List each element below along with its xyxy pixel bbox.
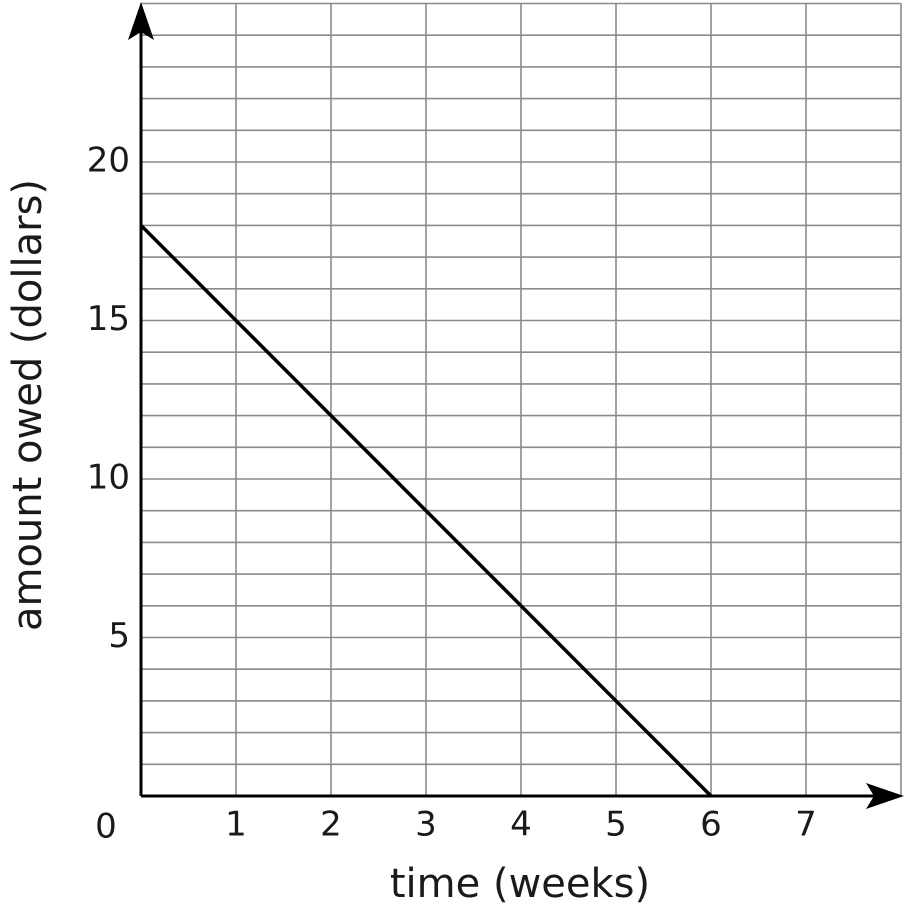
y-tick-label: 5 (108, 616, 130, 656)
grid (141, 2, 902, 796)
y-axis-arrow (128, 2, 154, 40)
y-tick-label: 20 (87, 141, 130, 181)
x-tick-label: 5 (605, 805, 627, 845)
x-tick-label: 2 (320, 805, 342, 845)
x-tick-label: 7 (795, 805, 817, 845)
line (139, 224, 713, 798)
y-tick-label: 15 (87, 299, 130, 339)
y-tick-label: 10 (87, 458, 130, 498)
x-tick-label: 3 (415, 805, 437, 845)
origin-label: 0 (95, 807, 117, 847)
x-axis-title: time (weeks) (390, 861, 650, 907)
x-axis-arrow (866, 783, 904, 809)
x-tick-label: 1 (225, 805, 247, 845)
x-tick-label: 4 (510, 805, 532, 845)
x-tick-label: 6 (700, 805, 722, 845)
y-axis-title: amount owed (dollars) (5, 179, 51, 631)
